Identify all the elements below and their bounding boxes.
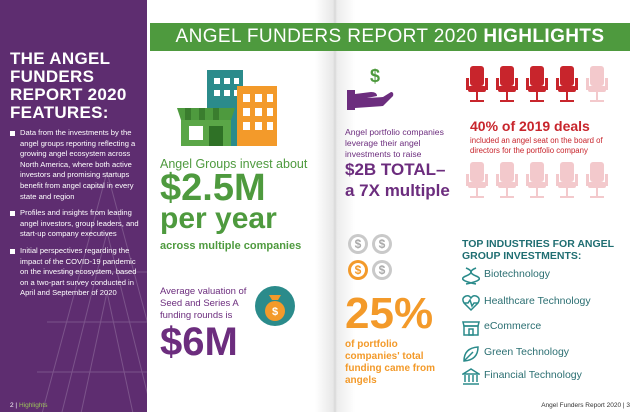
industry-label: Financial Technology xyxy=(484,369,582,381)
feature-item: Initial perspectives regarding the impac… xyxy=(8,246,142,299)
chair-seat-filled xyxy=(526,66,548,102)
feature-list: Data from the investments by the angel g… xyxy=(8,128,142,305)
sidebar-title: THE ANGEL FUNDERS REPORT 2020 FEATURES: xyxy=(10,49,127,122)
right-page-footer: Angel Funders Report 2020 | 3 xyxy=(541,402,630,409)
portfolio-desc: of portfolio companies' total funding ca… xyxy=(345,339,436,386)
page-number: 3 xyxy=(626,402,630,409)
bank-icon xyxy=(462,368,480,385)
industry-label: Biotechnology xyxy=(484,268,550,280)
deals-stat: 40% of 2019 deals xyxy=(470,118,590,134)
valuation-lead: Average valuation of Seed and Series A f… xyxy=(160,286,247,321)
footer-label: Highlights xyxy=(18,402,48,409)
chair-seat-empty xyxy=(466,162,488,198)
leverage-big-2: a 7X multiple xyxy=(345,181,450,200)
svg-text:$: $ xyxy=(379,237,386,251)
page-number: 2 xyxy=(10,402,14,409)
board-chairs-graphic xyxy=(466,66,608,102)
portfolio-stat: 25% xyxy=(345,289,434,338)
left-page-footer: 2 | Highlights xyxy=(10,402,48,409)
leverage-big-1: $2B TOTAL– xyxy=(345,160,446,179)
valuation-amount: $6M xyxy=(160,320,238,364)
chair-seat-empty xyxy=(526,162,548,198)
industry-label: eCommerce xyxy=(484,320,542,332)
chair-seat-empty xyxy=(556,162,578,198)
heart-pulse-icon xyxy=(462,295,480,312)
invest-period: per year xyxy=(160,202,277,235)
chair-seat-filled xyxy=(466,66,488,102)
leverage-lead: Angel portfolio companies leverage their… xyxy=(345,127,444,159)
feature-item: Data from the investments by the angel g… xyxy=(8,128,142,202)
hand-dollar-icon: $ xyxy=(347,66,394,110)
feature-item: Profiles and insights from leading angel… xyxy=(8,208,142,240)
banner-title-bold: HIGHLIGHTS xyxy=(483,26,605,47)
coins-icon: $ $ $ $ xyxy=(348,234,392,280)
geometric-pattern xyxy=(37,172,147,412)
dna-icon xyxy=(462,267,480,285)
svg-text:$: $ xyxy=(355,263,362,277)
invest-lead: Angel Groups invest about xyxy=(160,157,308,171)
svg-text:$: $ xyxy=(355,237,362,251)
footer-title: Angel Funders Report 2020 xyxy=(541,402,622,409)
deals-desc: included an angel seat on the board of d… xyxy=(470,136,603,155)
industry-label: Healthcare Technology xyxy=(484,295,591,307)
page-gutter xyxy=(315,0,355,412)
money-bag-icon: $ xyxy=(255,286,295,326)
chair-seat-filled xyxy=(496,66,518,102)
sidebar: THE ANGEL FUNDERS REPORT 2020 FEATURES: … xyxy=(0,0,147,412)
invest-sub: across multiple companies xyxy=(160,240,302,252)
svg-text:$: $ xyxy=(370,66,380,86)
chair-seat-filled xyxy=(556,66,578,102)
page-banner: ANGEL FUNDERS REPORT 2020 HIGHLIGHTS xyxy=(150,23,630,51)
board-chairs-graphic-row-2 xyxy=(466,162,608,198)
svg-text:$: $ xyxy=(379,263,386,277)
buildings-icon xyxy=(177,70,277,146)
svg-text:$: $ xyxy=(272,306,278,318)
industry-label: Green Technology xyxy=(484,346,570,358)
invest-amount: $2.5M xyxy=(160,167,266,209)
chair-seat-empty xyxy=(586,162,608,198)
chair-seat-empty xyxy=(496,162,518,198)
chair-seat-empty xyxy=(586,66,608,102)
industries-title: TOP INDUSTRIES FOR ANGEL GROUP INVESTMEN… xyxy=(462,238,614,262)
banner-title: ANGEL FUNDERS REPORT 2020 xyxy=(175,26,484,47)
leaf-icon xyxy=(463,346,479,362)
report-page xyxy=(147,0,640,412)
storefront-icon xyxy=(462,321,480,336)
